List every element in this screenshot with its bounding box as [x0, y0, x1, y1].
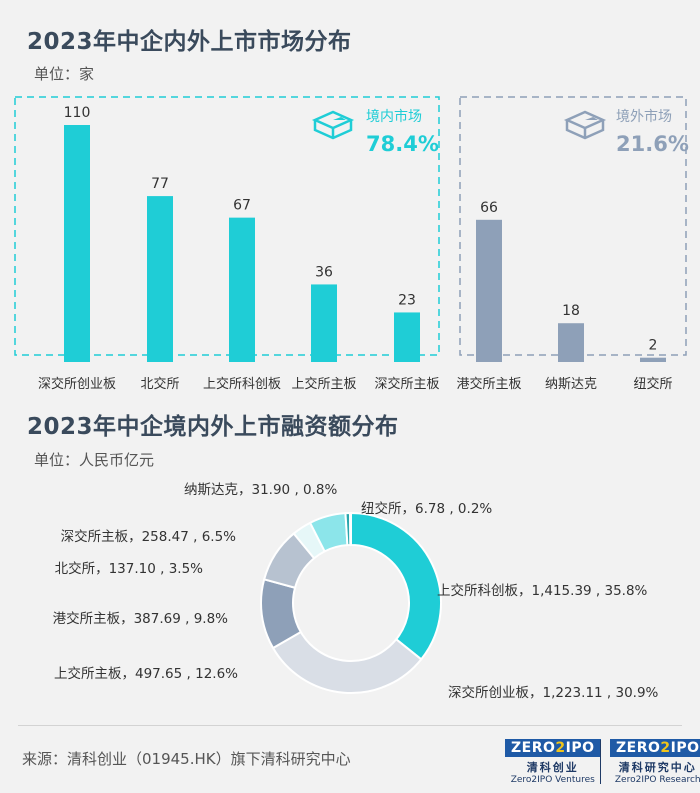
bar-category-label: 深交所主板 — [374, 376, 439, 392]
pie-cube-icon-overseas — [563, 110, 607, 140]
logo-separator — [600, 740, 601, 784]
bar-6 — [558, 323, 584, 362]
bar-value-label: 77 — [151, 176, 169, 192]
domestic-label: 境内市场 — [366, 108, 422, 125]
donut-slice-1 — [271, 630, 423, 694]
bar-3 — [311, 284, 337, 362]
chart1-title: 2023年中企内外上市市场分布 — [27, 29, 352, 55]
bar-7 — [640, 357, 666, 362]
bar-4 — [394, 312, 420, 362]
donut-slice-label: 纳斯达克，31.90 , 0.8% — [184, 482, 337, 498]
bar-category-label: 上交所主板 — [291, 376, 356, 392]
donut-slice-label: 上交所科创板，1,415.39 , 35.8% — [437, 582, 648, 599]
bar-5 — [476, 219, 502, 362]
bar-category-label: 港交所主板 — [456, 376, 521, 392]
domestic-box — [14, 96, 440, 356]
overseas-box — [459, 96, 687, 356]
bar-0 — [64, 125, 90, 362]
domestic-pct: 78.4% — [366, 132, 439, 156]
bar-category-label: 深交所创业板 — [38, 376, 116, 392]
bar-2 — [229, 217, 255, 362]
bar-value-label: 110 — [64, 105, 91, 121]
chart2-title: 2023年中企境内外上市融资额分布 — [27, 414, 399, 440]
zero2ipo-ventures-logo: ZERO2IPO 清科创业 Zero2IPO Ventures — [505, 737, 601, 785]
bar-1 — [147, 196, 173, 362]
donut-slice-7 — [349, 511, 352, 547]
bar-category-label: 上交所科创板 — [203, 376, 281, 392]
donut-slice-label: 深交所创业板，1,223.11 , 30.9% — [448, 684, 659, 701]
overseas-pct: 21.6% — [616, 132, 689, 156]
donut-slice-label: 深交所主板，258.47 , 6.5% — [61, 528, 237, 545]
footer-divider — [18, 725, 682, 726]
bar-value-label: 18 — [562, 303, 580, 319]
source-text: 来源：清科创业（01945.HK）旗下清科研究中心 — [22, 750, 351, 768]
donut-chart: 上交所科创板，1,415.39 , 35.8% 深交所创业板，1,223.11 ,… — [53, 482, 659, 701]
donut-slice-label: 北交所，137.10 , 3.5% — [55, 560, 204, 577]
bar-category-label: 北交所 — [140, 376, 179, 392]
bar-chart: 境内市场 78.4% 境外市场 21.6% 110 深交所创业板 77 北交所 67 上交… — [14, 96, 689, 392]
donut-slice-0 — [350, 511, 442, 661]
bar-category-label: 纳斯达克 — [545, 377, 597, 392]
bar-value-label: 2 — [649, 338, 658, 354]
bar-value-label: 67 — [233, 198, 251, 214]
zero2ipo-research-logo: ZERO2IPO 清科研究中心 Zero2IPO Research — [610, 737, 700, 785]
donut-slice-label: 纽交所，6.78 , 0.2% — [361, 500, 492, 517]
overseas-label: 境外市场 — [616, 108, 672, 125]
bar-value-label: 36 — [315, 264, 333, 280]
bar-value-label: 66 — [480, 200, 498, 216]
chart2-unit: 单位：人民币亿元 — [34, 451, 155, 469]
pie-cube-icon-domestic — [311, 110, 355, 140]
donut-slice-label: 上交所主板，497.65 , 12.6% — [54, 665, 238, 682]
donut-slice-label: 港交所主板，387.69 , 9.8% — [53, 610, 229, 627]
bar-value-label: 23 — [398, 292, 416, 308]
bar-category-label: 纽交所 — [633, 376, 672, 392]
chart1-unit: 单位：家 — [34, 65, 95, 83]
